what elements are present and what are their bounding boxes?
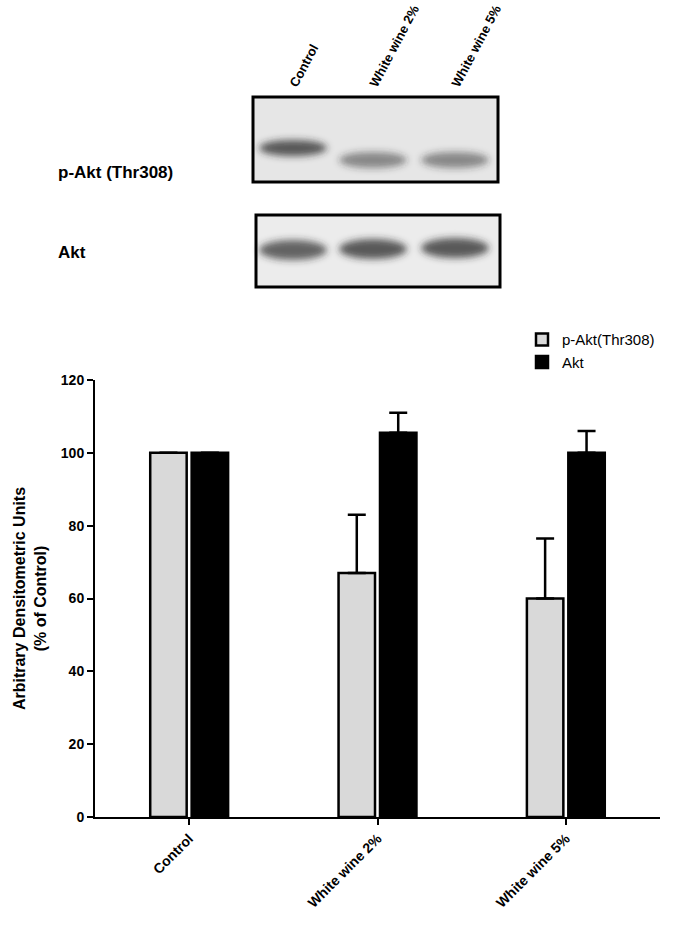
svg-text:p-Akt (Thr308): p-Akt (Thr308) xyxy=(58,163,173,182)
svg-text:Control: Control xyxy=(286,42,321,90)
svg-text:p-Akt(Thr308): p-Akt(Thr308) xyxy=(562,331,655,348)
svg-text:0: 0 xyxy=(76,809,84,825)
svg-text:20: 20 xyxy=(69,736,85,752)
svg-text:White wine 5%: White wine 5% xyxy=(448,2,504,89)
svg-text:Arbitrary Densitometric Units(: Arbitrary Densitometric Units(% of Contr… xyxy=(11,487,49,710)
svg-text:White wine 2%: White wine 2% xyxy=(305,830,385,910)
svg-text:Akt: Akt xyxy=(562,354,585,371)
svg-text:120: 120 xyxy=(61,372,85,388)
svg-text:100: 100 xyxy=(61,445,85,461)
svg-text:80: 80 xyxy=(69,518,85,534)
svg-text:White wine 5%: White wine 5% xyxy=(493,830,573,910)
svg-text:40: 40 xyxy=(69,663,85,679)
svg-text:White wine 2%: White wine 2% xyxy=(366,2,422,89)
svg-text:Akt: Akt xyxy=(58,243,86,262)
svg-text:60: 60 xyxy=(69,590,85,606)
svg-text:Control: Control xyxy=(150,831,197,878)
